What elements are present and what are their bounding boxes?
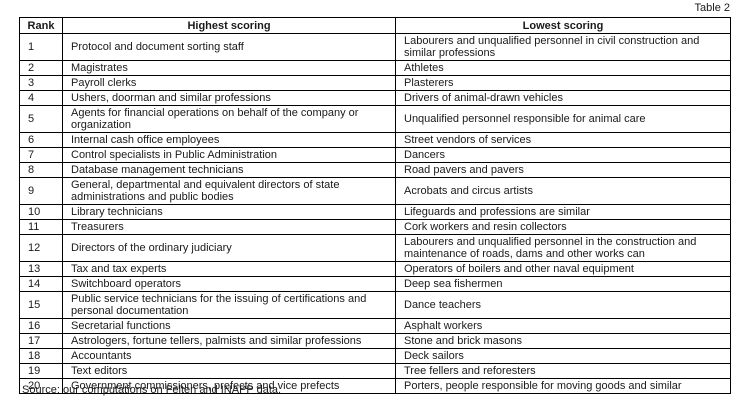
lowest-scoring-cell: Operators of boilers and other naval equ… xyxy=(395,261,731,277)
lowest-scoring-cell: Cork workers and resin collectors xyxy=(395,219,731,235)
table-body: 1 Protocol and document sorting staff La… xyxy=(19,33,731,394)
table-row: 20 Government commissioners, prefects an… xyxy=(19,378,731,394)
lowest-scoring-cell: Porters, people responsible for moving g… xyxy=(395,378,731,394)
highest-scoring-cell: Public service technicians for the issui… xyxy=(62,291,396,319)
lowest-scoring-cell: Tree fellers and reforesters xyxy=(395,363,731,379)
lowest-scoring-cell: Unqualified personnel responsible for an… xyxy=(395,105,731,133)
lowest-scoring-cell: Deep sea fishermen xyxy=(395,276,731,292)
rank-cell: 2 xyxy=(19,60,63,76)
table-row: 14 Switchboard operators Deep sea fisher… xyxy=(19,276,731,292)
rank-cell: 5 xyxy=(19,105,63,133)
table-row: 13 Tax and tax experts Operators of boil… xyxy=(19,261,731,277)
rank-cell: 13 xyxy=(19,261,63,277)
table-row: 6 Internal cash office employees Street … xyxy=(19,132,731,148)
highest-scoring-cell: Protocol and document sorting staff xyxy=(62,33,396,61)
table-caption: Table 2 xyxy=(694,2,730,14)
lowest-scoring-cell: Road pavers and pavers xyxy=(395,162,731,178)
rank-cell: 15 xyxy=(19,291,63,319)
column-header-lowest-scoring: Lowest scoring xyxy=(395,17,731,34)
lowest-scoring-cell: Acrobats and circus artists xyxy=(395,177,731,205)
rank-cell: 11 xyxy=(19,219,63,235)
lowest-scoring-cell: Dancers xyxy=(395,147,731,163)
column-header-highest-scoring: Highest scoring xyxy=(62,17,396,34)
table-row: 4 Ushers, doorman and similar profession… xyxy=(19,90,731,106)
table-row: 5 Agents for financial operations on beh… xyxy=(19,105,731,133)
occupations-table: Rank Highest scoring Lowest scoring 1 Pr… xyxy=(19,17,731,394)
table-row: 16 Secretarial functions Asphalt workers xyxy=(19,318,731,334)
lowest-scoring-cell: Labourers and unqualified personnel in c… xyxy=(395,33,731,61)
table-row: 10 Library technicians Lifeguards and pr… xyxy=(19,204,731,220)
highest-scoring-cell: Agents for financial operations on behal… xyxy=(62,105,396,133)
rank-cell: 18 xyxy=(19,348,63,364)
lowest-scoring-cell: Deck sailors xyxy=(395,348,731,364)
rank-cell: 17 xyxy=(19,333,63,349)
table-row: 19 Text editors Tree fellers and refores… xyxy=(19,363,731,379)
table-row: 9 General, departmental and equivalent d… xyxy=(19,177,731,205)
highest-scoring-cell: Internal cash office employees xyxy=(62,132,396,148)
highest-scoring-cell: Switchboard operators xyxy=(62,276,396,292)
table-row: 3 Payroll clerks Plasterers xyxy=(19,75,731,91)
rank-cell: 8 xyxy=(19,162,63,178)
rank-cell: 16 xyxy=(19,318,63,334)
lowest-scoring-cell: Drivers of animal-drawn vehicles xyxy=(395,90,731,106)
highest-scoring-cell: Control specialists in Public Administra… xyxy=(62,147,396,163)
highest-scoring-cell: Database management technicians xyxy=(62,162,396,178)
table-row: 15 Public service technicians for the is… xyxy=(19,291,731,319)
table-row: 17 Astrologers, fortune tellers, palmist… xyxy=(19,333,731,349)
highest-scoring-cell: Treasurers xyxy=(62,219,396,235)
highest-scoring-cell: Astrologers, fortune tellers, palmists a… xyxy=(62,333,396,349)
table-row: 8 Database management technicians Road p… xyxy=(19,162,731,178)
highest-scoring-cell: Ushers, doorman and similar professions xyxy=(62,90,396,106)
rank-cell: 14 xyxy=(19,276,63,292)
rank-cell: 20 xyxy=(19,378,63,394)
table-row: 11 Treasurers Cork workers and resin col… xyxy=(19,219,731,235)
rank-cell: 10 xyxy=(19,204,63,220)
table-row: 18 Accountants Deck sailors xyxy=(19,348,731,364)
lowest-scoring-cell: Street vendors of services xyxy=(395,132,731,148)
lowest-scoring-cell: Labourers and unqualified personnel in t… xyxy=(395,234,731,262)
highest-scoring-cell: Directors of the ordinary judiciary xyxy=(62,234,396,262)
lowest-scoring-cell: Plasterers xyxy=(395,75,731,91)
rank-cell: 3 xyxy=(19,75,63,91)
table-header-row: Rank Highest scoring Lowest scoring xyxy=(19,17,731,34)
lowest-scoring-cell: Stone and brick masons xyxy=(395,333,731,349)
rank-cell: 9 xyxy=(19,177,63,205)
table-row: 1 Protocol and document sorting staff La… xyxy=(19,33,731,61)
highest-scoring-cell: Secretarial functions xyxy=(62,318,396,334)
rank-cell: 19 xyxy=(19,363,63,379)
table-row: 12 Directors of the ordinary judiciary L… xyxy=(19,234,731,262)
lowest-scoring-cell: Lifeguards and professions are similar xyxy=(395,204,731,220)
column-header-rank: Rank xyxy=(19,17,63,34)
rank-cell: 1 xyxy=(19,33,63,61)
source-note: Source: our computations on Felten and I… xyxy=(22,384,282,396)
highest-scoring-cell: Library technicians xyxy=(62,204,396,220)
rank-cell: 4 xyxy=(19,90,63,106)
highest-scoring-cell: General, departmental and equivalent dir… xyxy=(62,177,396,205)
lowest-scoring-cell: Athletes xyxy=(395,60,731,76)
rank-cell: 12 xyxy=(19,234,63,262)
table-row: 7 Control specialists in Public Administ… xyxy=(19,147,731,163)
highest-scoring-cell: Magistrates xyxy=(62,60,396,76)
lowest-scoring-cell: Asphalt workers xyxy=(395,318,731,334)
table-row: 2 Magistrates Athletes xyxy=(19,60,731,76)
highest-scoring-cell: Text editors xyxy=(62,363,396,379)
lowest-scoring-cell: Dance teachers xyxy=(395,291,731,319)
highest-scoring-cell: Tax and tax experts xyxy=(62,261,396,277)
rank-cell: 7 xyxy=(19,147,63,163)
highest-scoring-cell: Payroll clerks xyxy=(62,75,396,91)
highest-scoring-cell: Accountants xyxy=(62,348,396,364)
rank-cell: 6 xyxy=(19,132,63,148)
